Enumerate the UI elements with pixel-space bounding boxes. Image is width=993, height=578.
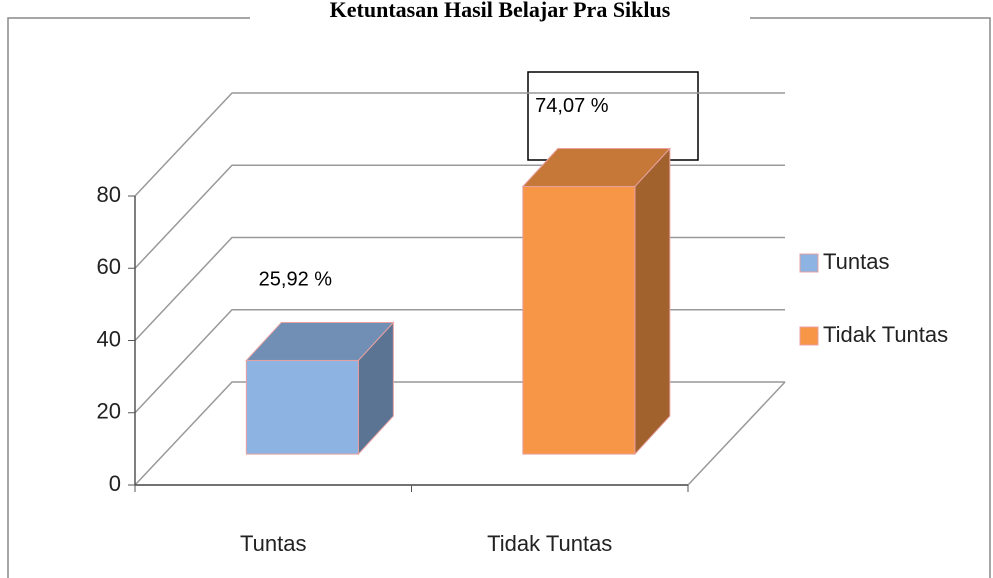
value-label: 74,07 % (535, 95, 609, 117)
value-label: 25,92 % (259, 269, 333, 291)
legend-swatch (799, 253, 819, 273)
value-label-box (527, 71, 699, 161)
y-tick-label: 80 (97, 182, 121, 207)
title-bg (250, 4, 750, 26)
x-tick-label: Tuntas (240, 531, 306, 556)
legend-swatch (799, 326, 819, 346)
legend-label: Tuntas (823, 249, 889, 274)
chart-title: Ketuntasan Hasil Belajar Pra Siklus (330, 0, 671, 22)
grid-line (134, 92, 785, 197)
bar-side (634, 147, 671, 456)
bar (245, 359, 359, 455)
y-tick-label: 40 (97, 326, 121, 351)
x-tick-label: Tidak Tuntas (487, 531, 612, 556)
y-tick-label: 60 (97, 254, 121, 279)
y-tick-label: 0 (109, 471, 121, 496)
y-tick-label: 20 (97, 399, 121, 424)
legend-label: Tidak Tuntas (823, 322, 948, 347)
bar (522, 186, 636, 455)
